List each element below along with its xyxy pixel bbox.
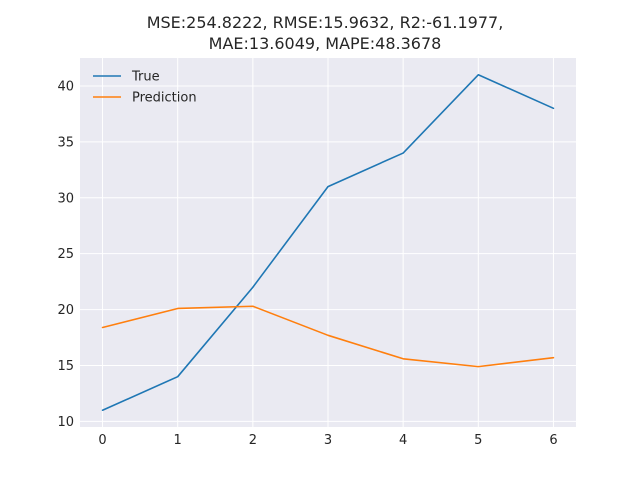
legend: True Prediction (93, 70, 197, 106)
y-tick-label: 25 (57, 247, 74, 262)
chart-title-line-1: MSE:254.8222, RMSE:15.9632, R2:-61.1977, (147, 13, 504, 32)
tick-labels: 0 1 2 3 4 5 6 10 15 20 25 30 35 40 (57, 79, 557, 448)
x-tick-label: 0 (98, 433, 106, 448)
series-line-prediction (101, 305, 555, 368)
y-tick-label: 15 (57, 359, 74, 374)
x-tick-label: 5 (474, 433, 482, 448)
chart-title-line-2: MAE:13.6049, MAPE:48.3678 (209, 34, 442, 53)
grid-lines (80, 58, 576, 427)
y-tick-label: 40 (57, 79, 74, 94)
legend-label-true: True (131, 70, 160, 85)
legend-label-prediction: Prediction (132, 91, 197, 106)
y-tick-label: 20 (57, 303, 74, 318)
x-tick-label: 4 (399, 433, 407, 448)
x-tick-label: 6 (549, 433, 557, 448)
x-tick-label: 2 (249, 433, 257, 448)
series-layer (101, 73, 555, 412)
x-tick-label: 1 (174, 433, 182, 448)
y-tick-label: 35 (57, 135, 74, 150)
series-line-true (101, 73, 555, 412)
x-tick-label: 3 (324, 433, 332, 448)
y-tick-label: 30 (57, 191, 74, 206)
y-tick-label: 10 (57, 415, 74, 430)
